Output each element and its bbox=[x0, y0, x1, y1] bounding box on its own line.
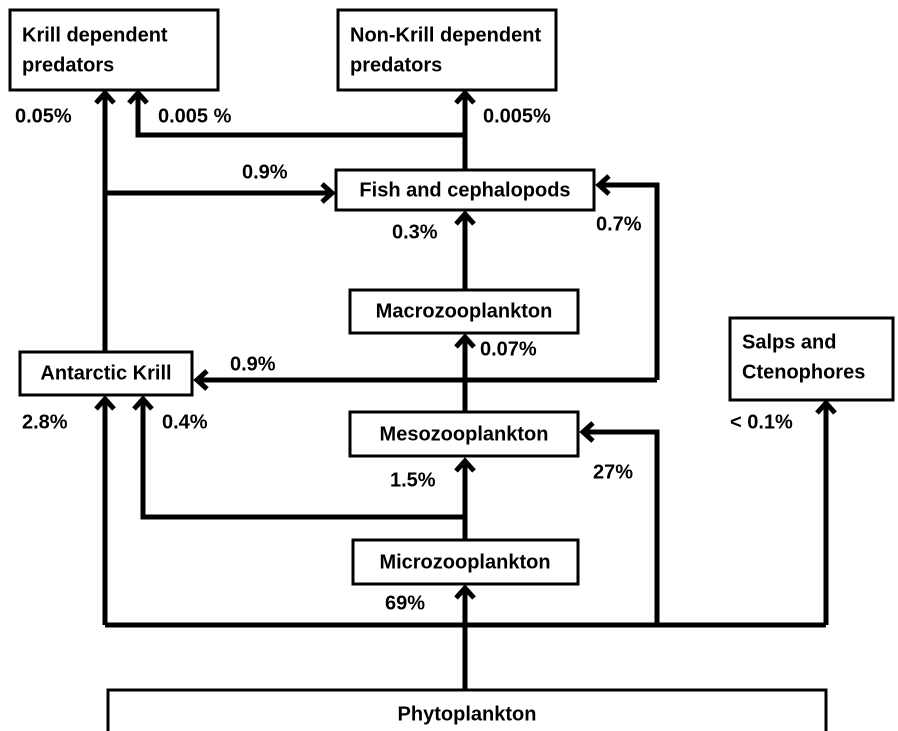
edge-label: 0.05% bbox=[15, 105, 72, 127]
node-box bbox=[728, 316, 895, 402]
node: Mesozooplankton bbox=[348, 410, 580, 458]
node: Fish and cephalopods bbox=[334, 168, 596, 212]
node-label: Ctenophores bbox=[742, 361, 865, 383]
node-label: predators bbox=[22, 54, 114, 76]
node: Microzooplankton bbox=[351, 538, 580, 586]
edge-label: 0.005% bbox=[483, 105, 551, 127]
node-box bbox=[8, 8, 220, 92]
node-label: Mesozooplankton bbox=[380, 423, 549, 445]
edge-label: 0.005 % bbox=[158, 105, 232, 127]
arrow bbox=[132, 395, 465, 520]
node: Non-Krill dependent predators bbox=[336, 8, 558, 92]
edge-label: 0.07% bbox=[480, 338, 537, 360]
edge-label: 0.9% bbox=[230, 353, 276, 375]
node-box bbox=[18, 350, 194, 397]
edge-label: 1.5% bbox=[390, 469, 436, 491]
node-box bbox=[348, 410, 580, 458]
node-label: predators bbox=[350, 54, 442, 76]
node-label: Fish and cephalopods bbox=[359, 179, 570, 201]
node: Krill dependent predators bbox=[8, 8, 220, 92]
edge-labels: 0.05% 0.005 % 0.005% 0.9% 0.3% 0.7% 0.9%… bbox=[15, 105, 793, 614]
node: Salps and Ctenophores bbox=[728, 316, 895, 402]
edge-label: 0.3% bbox=[392, 221, 438, 243]
edge-label: 0.4% bbox=[162, 411, 208, 433]
node-box bbox=[334, 168, 596, 212]
arrow bbox=[127, 89, 465, 138]
arrows bbox=[94, 89, 837, 690]
node-label: Antarctic Krill bbox=[40, 362, 171, 384]
node-box bbox=[351, 538, 580, 586]
node: Macrozooplankton bbox=[348, 288, 580, 335]
edge-label: 27% bbox=[593, 461, 633, 483]
edge-label: 69% bbox=[385, 592, 425, 614]
node-label: Salps and bbox=[742, 331, 836, 353]
edge-label: 0.9% bbox=[242, 161, 288, 183]
node-box bbox=[106, 688, 828, 731]
edge-label: 2.8% bbox=[22, 411, 68, 433]
node-label: Macrozooplankton bbox=[376, 300, 553, 322]
node-label: Krill dependent bbox=[22, 24, 168, 46]
node-label: Microzooplankton bbox=[379, 551, 550, 573]
edge-label: 0.7% bbox=[596, 213, 642, 235]
node: Antarctic Krill bbox=[18, 350, 194, 397]
arrow bbox=[595, 174, 660, 380]
node-box bbox=[336, 8, 558, 92]
node-label: Non-Krill dependent bbox=[350, 24, 541, 46]
node-box bbox=[348, 288, 580, 335]
arrow bbox=[579, 421, 660, 625]
node-label: Phytoplankton bbox=[398, 703, 537, 725]
edge-label: < 0.1% bbox=[730, 411, 793, 433]
node: Phytoplankton bbox=[106, 688, 828, 731]
